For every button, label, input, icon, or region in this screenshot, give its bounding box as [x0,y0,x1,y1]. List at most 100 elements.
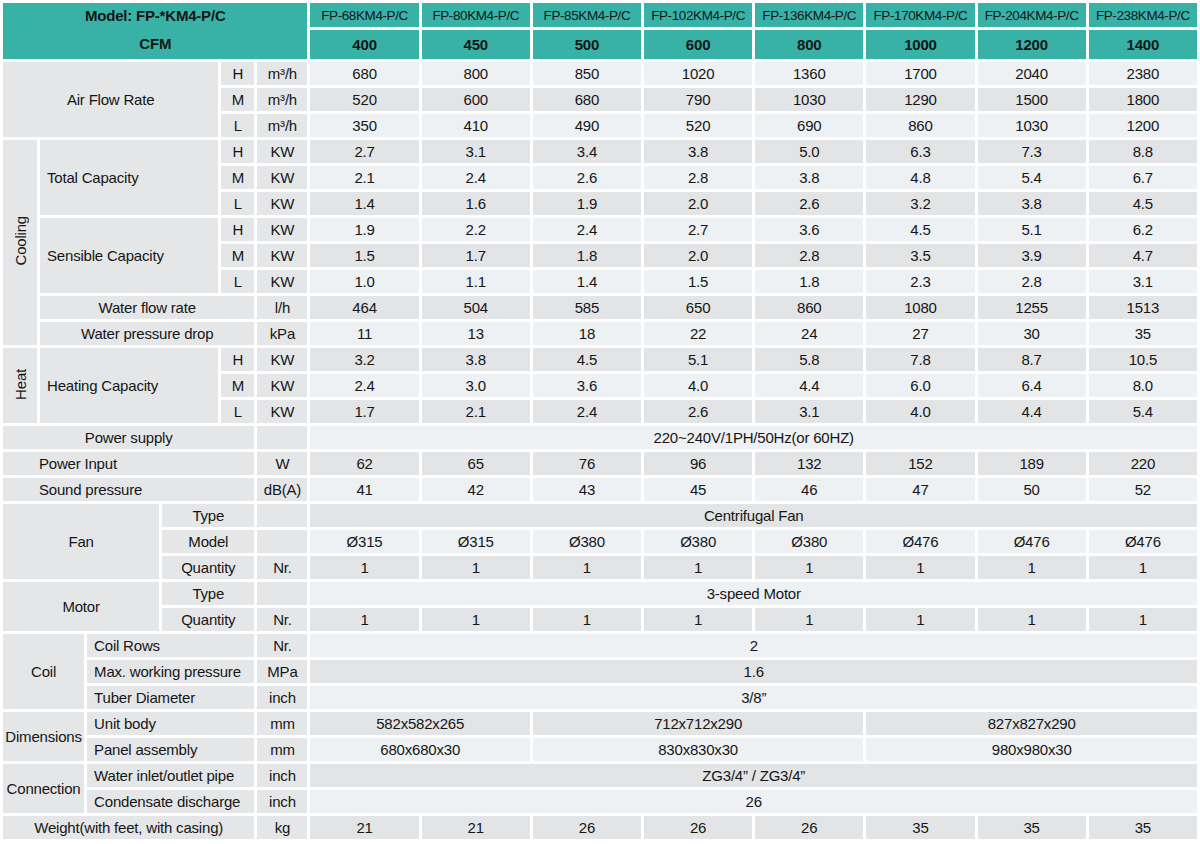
spec-table: Model: FP-*KM4-P/C CFM FP-68KM4-P/CFP-80… [0,0,1200,842]
value-cell: 6.4 [978,374,1086,397]
fan-speed-label: L [221,114,254,137]
value-cell: 2.1 [310,166,418,189]
row-label: Tuber Diameter [87,686,254,709]
value-cell: 410 [422,114,530,137]
unit-label: inch [257,686,307,709]
model-column-header: FP-204KM4-P/C [978,3,1086,27]
value-cell: 3.1 [755,400,863,423]
fan-speed-label: M [221,166,254,189]
value-cell: 1020 [644,62,752,85]
value-cell: 4.5 [866,218,974,241]
fan-speed-label: H [221,140,254,163]
value-cell: 3.2 [310,348,418,371]
unit-label: KW [257,400,307,423]
value-cell: 2.1 [422,400,530,423]
value-cell: 1.6 [422,192,530,215]
value-cell: 690 [755,114,863,137]
value-cell: 3.4 [533,140,641,163]
value-cell: 464 [310,296,418,319]
row-label: Water pressure drop [40,322,254,345]
value-cell: 1 [866,556,974,579]
value-cell: Ø380 [644,530,752,553]
cfm-value-cell: 1000 [866,30,974,59]
value-cell: 1.8 [533,244,641,267]
value-cell: 30 [978,322,1086,345]
table-row: Max. working pressureMPa1.6 [3,660,1197,683]
cfm-value-cell: 600 [644,30,752,59]
row-label: Heating Capacity [40,348,218,423]
value-cell-merged: 26 [310,790,1197,813]
value-cell: 2.0 [644,244,752,267]
value-cell: 41 [310,478,418,501]
value-cell: 1 [644,556,752,579]
unit-label: KW [257,218,307,241]
value-cell: 26 [533,816,641,839]
unit-label: KW [257,270,307,293]
value-cell-merged: 3-speed Motor [310,582,1197,605]
value-cell: 3.1 [422,140,530,163]
value-cell-merged: 827x827x290 [866,712,1197,735]
value-cell: 2380 [1089,62,1197,85]
table-row: ConnectionWater inlet/outlet pipeinchZG3… [3,764,1197,787]
table-row: Air Flow RateHm³/h6808008501020136017002… [3,62,1197,85]
value-cell: 1 [755,556,863,579]
value-cell: 27 [866,322,974,345]
value-cell: 4.5 [533,348,641,371]
value-cell: 680 [533,88,641,111]
value-cell: 132 [755,452,863,475]
table-row: Condensate dischargeinch26 [3,790,1197,813]
value-cell: Ø380 [755,530,863,553]
row-label: Total Capacity [40,140,218,215]
value-cell: 680 [310,62,418,85]
value-cell: 3.9 [978,244,1086,267]
model-title-cell: Model: FP-*KM4-P/C CFM [3,3,307,59]
row-label: Coil Rows [87,634,254,657]
table-row: HeatHeating CapacityHKW3.23.84.55.15.87.… [3,348,1197,371]
value-cell: 18 [533,322,641,345]
value-cell: Ø315 [422,530,530,553]
value-cell: 6.3 [866,140,974,163]
value-cell: 22 [644,322,752,345]
fan-speed-label: L [221,270,254,293]
table-row: Water flow ratel/h4645045856508601080125… [3,296,1197,319]
value-cell: 1.1 [422,270,530,293]
value-cell: 46 [755,478,863,501]
row-label: Model [162,530,254,553]
value-cell: 1 [422,556,530,579]
value-cell: 3.8 [978,192,1086,215]
table-row: CoolingTotal CapacityHKW2.73.13.43.85.06… [3,140,1197,163]
unit-label [257,530,307,553]
model-column-header: FP-102KM4-P/C [644,3,752,27]
value-cell: 350 [310,114,418,137]
value-cell: 490 [533,114,641,137]
value-cell: 4.0 [644,374,752,397]
unit-label: KW [257,192,307,215]
unit-label: KW [257,244,307,267]
value-cell: 220 [1089,452,1197,475]
value-cell: 1 [866,608,974,631]
row-label: Sensible Capacity [40,218,218,293]
value-cell: 860 [755,296,863,319]
unit-label: Nr. [257,634,307,657]
model-title: Model: FP-*KM4-P/C [3,3,307,29]
value-cell-merged: 582x582x265 [310,712,529,735]
value-cell: 2.2 [422,218,530,241]
row-label: Type [162,504,254,527]
value-cell-merged: ZG3/4” / ZG3/4” [310,764,1197,787]
unit-label: kg [257,816,307,839]
value-cell: Ø315 [310,530,418,553]
row-label: Water inlet/outlet pipe [87,764,254,787]
value-cell: 2.3 [866,270,974,293]
value-cell: 1 [644,608,752,631]
value-cell: 3.6 [755,218,863,241]
value-cell: 35 [866,816,974,839]
value-cell: Ø380 [533,530,641,553]
value-cell: 35 [1089,816,1197,839]
row-label: Sound pressure [3,478,254,501]
value-cell: 2.4 [533,218,641,241]
value-cell: 1 [1089,608,1197,631]
value-cell: 600 [422,88,530,111]
value-cell: 24 [755,322,863,345]
value-cell: 1290 [866,88,974,111]
section-label-vertical: Cooling [3,140,37,345]
